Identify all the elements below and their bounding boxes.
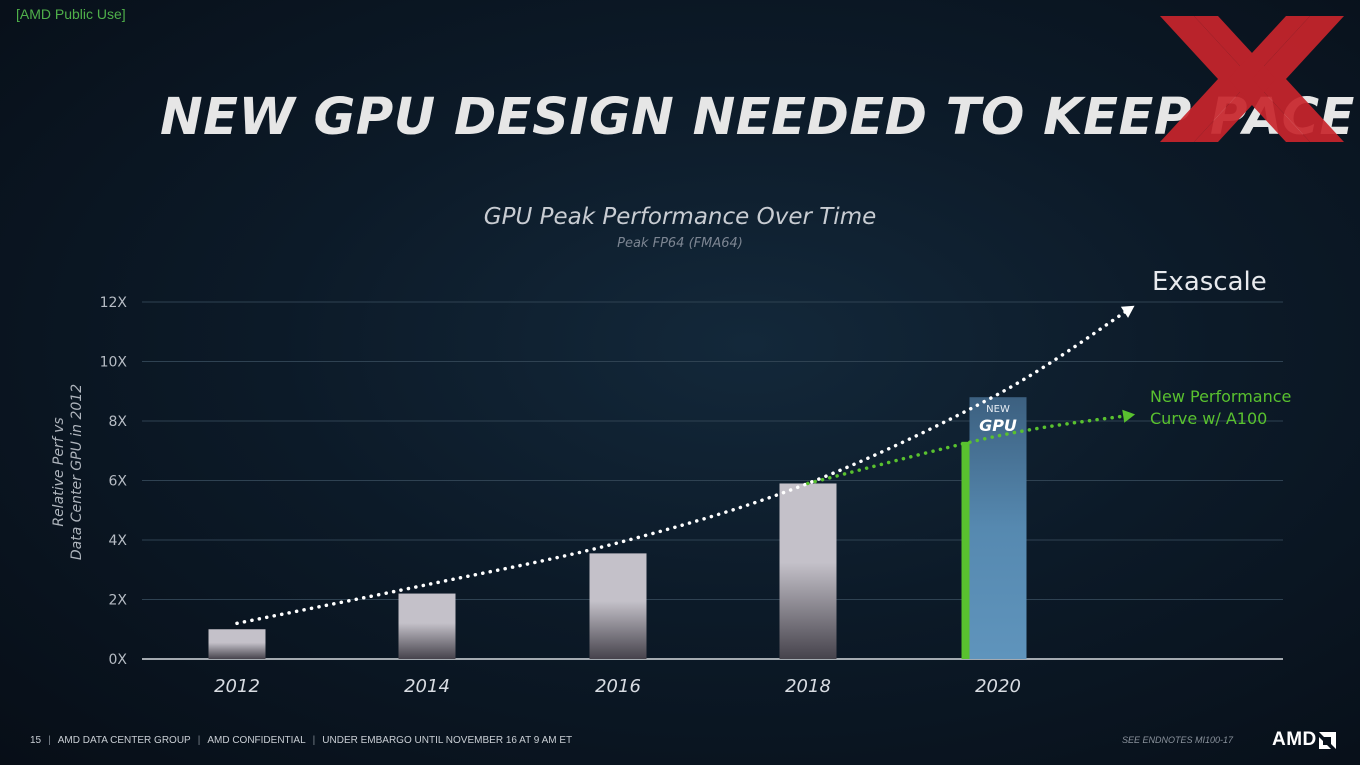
bar — [589, 553, 647, 659]
y-tick-label: 4X — [109, 533, 128, 549]
a100-curve-label: Curve w/ A100 — [1150, 409, 1267, 428]
footer-item-group: AMD DATA CENTER GROUP — [57, 735, 191, 746]
footer: 15 | AMD DATA CENTER GROUP | AMD CONFIDENTIA… — [30, 735, 573, 746]
amd-logo: AMD — [1272, 729, 1336, 751]
new-gpu-label-top: NEW — [986, 404, 1010, 415]
a100-arrow-icon — [1122, 409, 1136, 423]
x-tick-label: 2016 — [595, 676, 641, 697]
y-tick-label: 12X — [100, 295, 128, 311]
endnotes-note: SEE ENDNOTES MI100-17 — [1122, 735, 1234, 745]
bar — [779, 483, 837, 659]
chart-title: GPU Peak Performance Over Time — [483, 204, 877, 230]
y-tick-label: 6X — [109, 474, 128, 490]
a100-trend-line — [806, 413, 1133, 486]
x-tick-label: 2012 — [214, 676, 260, 697]
footer-item-confidential: AMD CONFIDENTIAL — [207, 735, 306, 746]
y-tick-label: 0X — [109, 652, 128, 668]
x-tick-label: 2020 — [975, 676, 1021, 697]
x-tick-label: 2014 — [404, 676, 450, 697]
footer-item-embargo: UNDER EMBARGO UNTIL NOVEMBER 16 AT 9 AM … — [322, 735, 573, 746]
red-xx-logo-icon — [1160, 16, 1344, 142]
bar — [398, 593, 456, 659]
amd-arrow-icon — [1318, 731, 1336, 749]
exascale-arrow-icon — [1120, 305, 1135, 318]
a100-curve-label: New Performance — [1150, 387, 1291, 406]
y-tick-label: 10X — [100, 355, 128, 371]
x-tick-label: 2018 — [785, 676, 831, 697]
amd-logo-text: AMD — [1272, 729, 1317, 750]
slide-title: NEW GPU DESIGN NEEDED TO KEEP PACE — [160, 88, 1355, 147]
a100-bar — [961, 441, 970, 659]
classification-label: [AMD Public Use] — [16, 6, 126, 22]
y-tick-label: 8X — [109, 414, 128, 430]
new-gpu-label-main: GPU — [979, 416, 1017, 435]
y-tick-label: 2X — [109, 593, 128, 609]
page-number: 15 — [30, 735, 42, 746]
chart-subtitle: Peak FP64 (FMA64) — [617, 236, 743, 251]
exascale-trend-line — [235, 306, 1133, 626]
exascale-label: Exascale — [1152, 267, 1267, 297]
bar — [208, 629, 266, 659]
